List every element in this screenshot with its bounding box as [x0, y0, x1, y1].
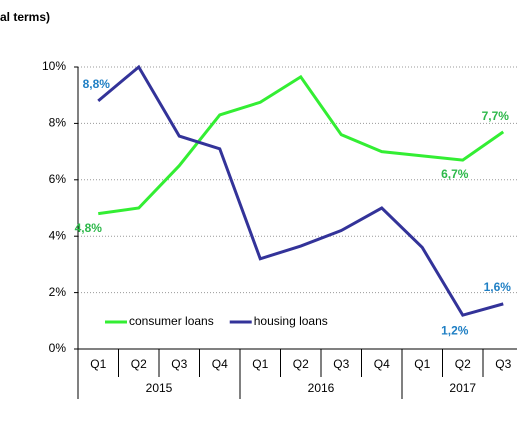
group-label: 2015	[146, 381, 173, 395]
series-line	[98, 74, 505, 216]
chart-title: al terms)	[0, 10, 50, 24]
y-tick-label: 4%	[49, 228, 67, 242]
value-label: 8,8%	[83, 77, 111, 91]
series-line	[97, 64, 504, 317]
y-tick-label: 0%	[49, 341, 67, 355]
x-tick-label: Q2	[293, 357, 309, 371]
legend-label: consumer loans	[129, 314, 214, 328]
x-tick-label: Q3	[333, 357, 349, 371]
value-label: 6,7%	[441, 167, 469, 181]
y-tick-label: 2%	[49, 285, 67, 299]
x-tick-label: Q2	[455, 357, 471, 371]
x-tick-label: Q4	[212, 357, 228, 371]
y-tick-label: 10%	[42, 59, 66, 73]
x-tick-label: Q1	[252, 357, 268, 371]
x-tick-label: Q4	[374, 357, 390, 371]
value-label: 4,8%	[75, 221, 103, 235]
y-tick-label: 6%	[49, 172, 67, 186]
group-label: 2017	[449, 381, 476, 395]
x-tick-label: Q1	[414, 357, 430, 371]
value-label: 1,6%	[484, 280, 512, 294]
group-label: 2016	[308, 381, 335, 395]
value-label: 1,2%	[441, 323, 469, 337]
y-tick-label: 8%	[49, 116, 67, 130]
x-tick-label: Q2	[131, 357, 147, 371]
x-tick-label: Q3	[495, 357, 511, 371]
x-tick-label: Q3	[171, 357, 187, 371]
x-tick-label: Q1	[90, 357, 106, 371]
legend-label: housing loans	[254, 314, 328, 328]
value-label: 7,7%	[482, 109, 510, 123]
